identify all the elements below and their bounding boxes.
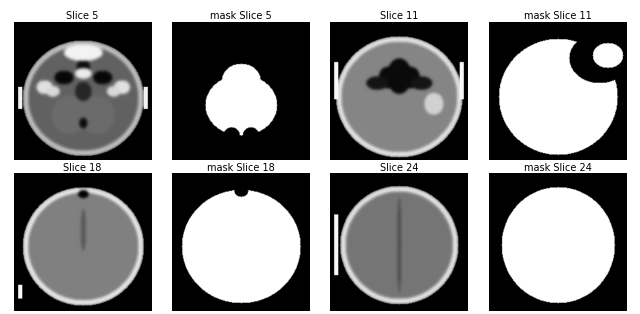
Title: Slice 24: Slice 24 [380, 163, 419, 172]
Title: mask Slice 5: mask Slice 5 [210, 11, 272, 21]
Title: mask Slice 24: mask Slice 24 [524, 163, 591, 172]
Title: Slice 5: Slice 5 [67, 11, 99, 21]
Title: mask Slice 11: mask Slice 11 [524, 11, 591, 21]
Title: Slice 18: Slice 18 [63, 163, 102, 172]
Title: mask Slice 18: mask Slice 18 [207, 163, 275, 172]
Title: Slice 11: Slice 11 [380, 11, 419, 21]
